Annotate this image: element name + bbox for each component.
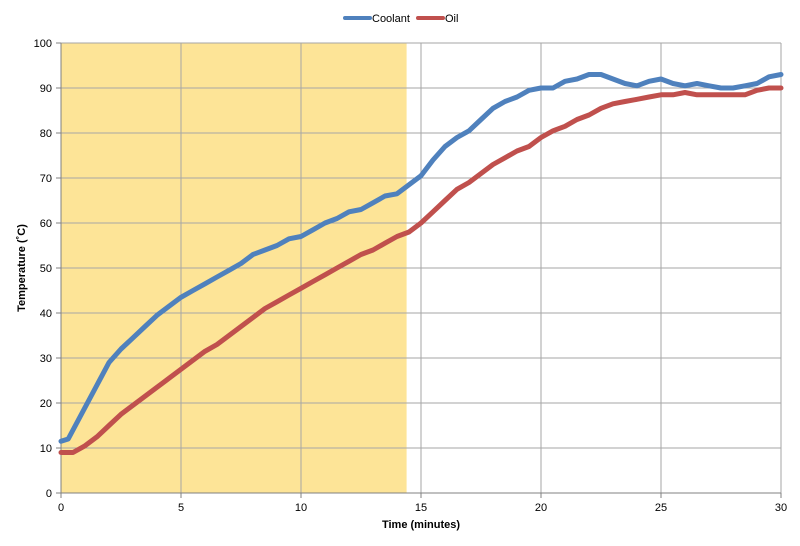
y-tick-label-70: 70 — [40, 173, 52, 185]
tick-labels: 0 5 10 15 20 25 30 0 10 20 30 40 50 60 70 80 90 100 — [34, 38, 787, 514]
y-tick-label-30: 30 — [40, 353, 52, 365]
x-tick-label-20: 20 — [535, 502, 547, 514]
y-tick-label-90: 90 — [40, 83, 52, 95]
y-tick-label-80: 80 — [40, 128, 52, 140]
series-line-oil — [58, 85, 784, 455]
y-tick-label-20: 20 — [40, 398, 52, 410]
y-tick-label-0: 0 — [46, 488, 52, 500]
legend: Coolant Oil — [343, 13, 458, 25]
legend-label-oil: Oil — [445, 13, 458, 25]
x-axis-title: Time (minutes) — [382, 519, 460, 531]
y-tick-label-40: 40 — [40, 308, 52, 320]
x-tick-label-0: 0 — [58, 502, 64, 514]
x-tick-label-15: 15 — [415, 502, 427, 514]
series-line-coolant — [58, 72, 784, 444]
x-tick-label-30: 30 — [775, 502, 787, 514]
x-tick-label-5: 5 — [178, 502, 184, 514]
y-tick-label-100: 100 — [34, 38, 52, 50]
y-tick-label-50: 50 — [40, 263, 52, 275]
y-tick-label-10: 10 — [40, 443, 52, 455]
y-tick-label-60: 60 — [40, 218, 52, 230]
legend-label-coolant: Coolant — [372, 13, 410, 25]
legend-item-coolant: Coolant — [343, 13, 410, 25]
series-lines — [58, 72, 784, 455]
x-tick-label-25: 25 — [655, 502, 667, 514]
legend-item-oil: Oil — [416, 13, 458, 25]
axes — [56, 42, 782, 498]
x-tick-label-10: 10 — [295, 502, 307, 514]
y-axis-title: Temperature (˚C) — [16, 224, 28, 312]
